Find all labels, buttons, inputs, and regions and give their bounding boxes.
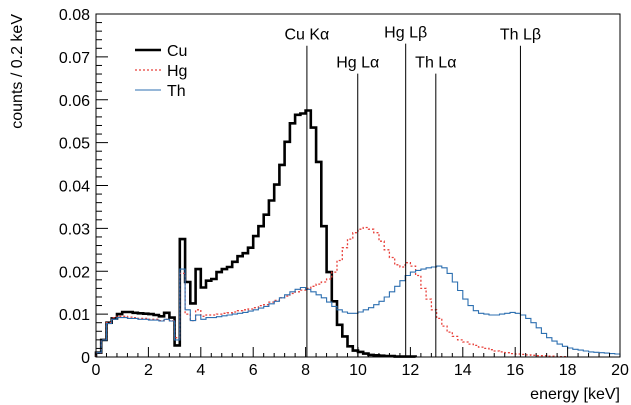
x-tick-label: 12 (402, 362, 420, 379)
y-tick-label: 0.06 (59, 93, 90, 110)
y-tick-label: 0.07 (59, 50, 90, 67)
series-layer (94, 109, 621, 358)
plot-area: Cu Kα Hg Lα Hg Lβ Th Lα Th Lβ (94, 13, 621, 358)
series-th-line (95, 265, 621, 357)
annotation-label-4: Th Lβ (500, 27, 541, 44)
x-tick-label: 2 (144, 362, 153, 379)
y-tick-label: 0.04 (59, 179, 90, 196)
x-tick-label: 14 (454, 362, 472, 379)
y-tick-label: 0.05 (59, 136, 90, 153)
x-axis-title: energy [keV] (530, 386, 620, 403)
series-cu-line (94, 109, 417, 358)
legend: Cu Hg Th (135, 43, 187, 100)
y-axis: 0 0.01 0.02 0.03 0.04 0.05 0.06 0.07 0.08 (59, 7, 108, 367)
y-tick-label: 0.08 (59, 7, 90, 24)
y-tick-label: 0 (81, 350, 90, 367)
annotation-label-3: Th Lα (415, 55, 456, 72)
y-tick-label: 0.02 (59, 264, 90, 281)
legend-label-hg: Hg (167, 63, 187, 80)
annotation-label-2: Hg Lβ (384, 25, 427, 42)
x-axis: 0 2 4 6 8 10 12 14 16 18 20 (92, 347, 629, 379)
annotation-label-0: Cu Kα (284, 27, 329, 44)
legend-label-th: Th (167, 83, 186, 100)
y-tick-label: 0.03 (59, 221, 90, 238)
annotation-label-1: Hg Lα (336, 55, 379, 72)
annotation-layer: Cu Kα Hg Lα Hg Lβ Th Lα Th Lβ (284, 25, 541, 357)
x-tick-label: 4 (196, 362, 205, 379)
x-tick-label: 8 (301, 362, 310, 379)
x-tick-label: 16 (506, 362, 524, 379)
y-axis-title: counts / 0.2 keV (9, 14, 26, 129)
x-tick-label: 0 (92, 362, 101, 379)
y-tick-label: 0.01 (59, 307, 90, 324)
x-tick-label: 10 (349, 362, 367, 379)
legend-label-cu: Cu (167, 43, 187, 60)
x-tick-label: 20 (611, 362, 629, 379)
x-tick-label: 6 (249, 362, 258, 379)
x-tick-label: 18 (559, 362, 577, 379)
